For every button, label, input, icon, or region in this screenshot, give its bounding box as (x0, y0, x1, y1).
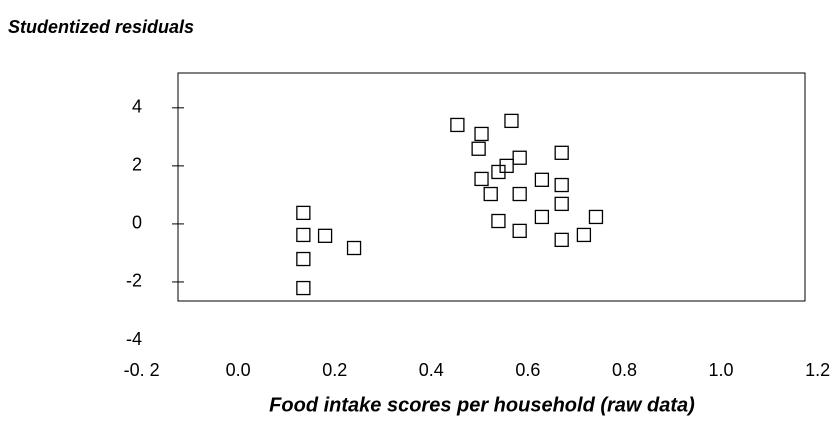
y-tick-label: -2 (126, 271, 142, 291)
x-axis-title: Food intake scores per household (raw da… (269, 394, 695, 416)
x-tick-label: -0. 2 (124, 360, 160, 380)
x-tick-label: 0.0 (226, 360, 251, 380)
marker (346, 240, 362, 256)
marker (554, 196, 569, 212)
marker (296, 280, 311, 296)
y-tick-label: 2 (132, 155, 142, 175)
y-tick-label: -4 (126, 329, 142, 349)
marker (554, 177, 569, 193)
marker (450, 117, 465, 133)
marker (512, 150, 527, 165)
x-tick-label: 0.8 (612, 360, 637, 380)
marker (534, 209, 550, 225)
marker (296, 205, 311, 221)
marker (504, 113, 519, 129)
x-tick-label: 0.2 (322, 360, 347, 380)
marker (512, 186, 527, 202)
marker (483, 186, 498, 202)
marker (512, 223, 527, 239)
marker (474, 171, 489, 187)
marker (296, 227, 311, 243)
marker (534, 172, 550, 187)
marker (317, 228, 333, 243)
y-tick-label: 4 (132, 97, 142, 117)
marker (296, 251, 311, 267)
plot-frame (177, 72, 806, 302)
marker (554, 232, 569, 248)
y-axis-title: Studentized residuals (8, 17, 194, 37)
x-tick-label: 0.6 (515, 360, 540, 380)
marker (576, 227, 592, 243)
marker (474, 126, 489, 142)
marker (491, 164, 506, 180)
marker (588, 209, 604, 225)
marker (471, 141, 486, 156)
marker (554, 145, 569, 160)
x-tick-label: 0.4 (419, 360, 444, 380)
x-tick-label: 1.0 (709, 360, 734, 380)
x-tick-label: 1.2 (805, 360, 830, 380)
y-tick-label: 0 (132, 213, 142, 233)
marker (491, 213, 506, 229)
